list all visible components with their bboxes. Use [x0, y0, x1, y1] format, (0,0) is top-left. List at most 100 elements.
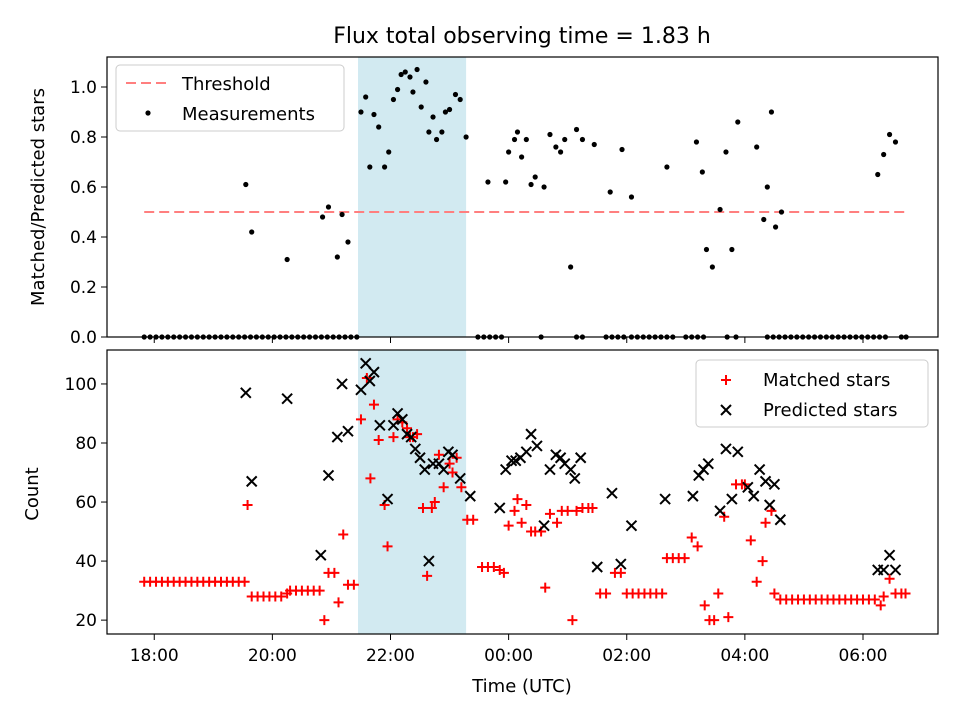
measurement-point [892, 139, 899, 145]
measurement-point [875, 171, 881, 178]
measurement-point [568, 264, 574, 270]
measurement-point [433, 136, 440, 143]
predicted-point [753, 463, 766, 476]
predicted-point [554, 452, 567, 464]
legend-box [115, 64, 345, 132]
legend: Matched stars Predicted stars [695, 359, 929, 428]
matched-point [713, 588, 724, 599]
measurement-point [778, 209, 785, 215]
predicted-point [374, 419, 386, 431]
measurement-point [430, 114, 436, 120]
measurement-point [390, 96, 397, 103]
measurement-point [723, 149, 729, 155]
highlight-span [358, 350, 467, 634]
y-tick-label: 0.8 [70, 128, 97, 148]
measurement-point [709, 264, 715, 270]
legend-predicted-label: Predicted stars [763, 400, 897, 421]
matched-point [657, 588, 668, 599]
matched-point [382, 541, 393, 552]
matched-point [355, 414, 366, 425]
matched-point [723, 612, 734, 623]
matched-point [521, 499, 532, 510]
matched-point [276, 591, 287, 602]
predicted-point [364, 375, 376, 387]
measurement-point [398, 71, 404, 78]
measurement-point [591, 141, 597, 148]
matched-point [757, 556, 768, 567]
predicted-point [687, 490, 699, 502]
measurement-point [457, 96, 463, 103]
measurement-point [371, 111, 377, 118]
matched-point [422, 570, 433, 581]
measurement-point [764, 184, 770, 190]
predicted-point [763, 499, 776, 511]
predicted-point [574, 452, 587, 464]
predicted-point [877, 564, 890, 576]
predicted-point [520, 446, 533, 458]
predicted-point [454, 472, 466, 485]
measurement-point [418, 104, 424, 110]
top-y-axis-label: Matched/Predicted stars [28, 88, 49, 306]
measurement-point [319, 214, 326, 220]
predicted-point [714, 505, 726, 517]
matched-point [884, 573, 895, 584]
matched-point [552, 517, 563, 528]
measurement-point [553, 144, 559, 150]
measurement-point [363, 94, 369, 100]
chart-title: Flux total observing time = 1.83 h [333, 24, 711, 49]
measurement-point [394, 86, 401, 93]
y-tick-label: 0.4 [70, 228, 97, 248]
predicted-point [409, 443, 422, 455]
legend-predicted-swatch [720, 404, 732, 416]
predicted-point [281, 393, 293, 405]
predicted-point [240, 387, 252, 399]
measurement-point [562, 136, 568, 143]
x-tick-label: 22:00 [366, 646, 415, 666]
axes-frame [106, 349, 939, 635]
y-tick-label: 0.6 [70, 178, 97, 198]
measurement-point [439, 129, 445, 135]
measurement-point [485, 179, 491, 185]
predicted-point [531, 440, 543, 452]
predicted-point [315, 549, 327, 561]
measurement-point [463, 134, 469, 140]
legend-box [695, 359, 929, 428]
measurement-point [607, 189, 613, 195]
y-tick-label: 40 [75, 552, 97, 572]
predicted-point [396, 413, 409, 426]
predicted-point [768, 478, 781, 491]
legend-matched-label: Matched stars [763, 370, 890, 391]
matched-point [562, 505, 573, 516]
measurement-point [511, 136, 518, 143]
measurement-point [243, 181, 249, 188]
measurement-point [532, 174, 538, 180]
measurement-point [407, 74, 413, 80]
y-tick-label: 0.0 [70, 328, 97, 348]
predicted-point [423, 555, 435, 567]
predicted-point [720, 443, 732, 455]
measurement-point [541, 184, 547, 190]
measurement-point [376, 124, 382, 130]
matched-point [333, 597, 344, 608]
matched-point [751, 576, 762, 587]
axes-frame [106, 56, 939, 338]
matched-point [417, 502, 428, 513]
measurement-point [249, 229, 255, 235]
x-tick-label: 06:00 [838, 646, 887, 666]
y-tick-label: 80 [75, 434, 97, 454]
matched-point [571, 505, 582, 516]
measurement-point [754, 144, 760, 150]
measurement-point [772, 224, 779, 230]
legend: Threshold Measurements [115, 64, 345, 132]
predicted-point [544, 463, 556, 476]
matched-point [444, 458, 455, 469]
bottom-panel: 20 40 60 80 100 18:00 20:00 22:00 00:00 02:00 04:0… [65, 349, 939, 666]
measurement-point [284, 256, 290, 263]
predicted-point [505, 454, 518, 467]
predicted-point [336, 378, 348, 390]
predicted-point [405, 431, 417, 443]
measurement-point [414, 66, 420, 73]
measurement-point [699, 169, 705, 175]
matched-point [615, 567, 626, 578]
measurement-point [619, 146, 625, 153]
